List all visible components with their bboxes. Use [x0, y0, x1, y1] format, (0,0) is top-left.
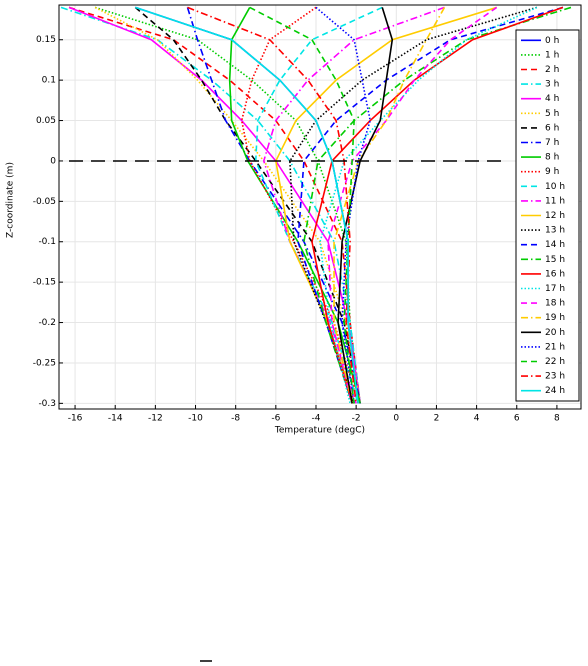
series-line — [134, 6, 361, 404]
series-line — [187, 6, 357, 404]
x-tick-label: 2 — [434, 414, 440, 424]
legend-label: 12 h — [545, 211, 565, 221]
y-tick-label: 0 — [50, 156, 56, 166]
legend-label: 19 h — [545, 313, 565, 323]
legend-label: 15 h — [545, 255, 565, 265]
series-line — [94, 6, 359, 404]
legend-label: 10 h — [545, 182, 565, 192]
series-line — [303, 6, 572, 404]
series-line — [254, 6, 383, 404]
legend-label: 17 h — [545, 284, 565, 294]
y-tick-label: -0.3 — [38, 399, 56, 409]
legend-label: 5 h — [545, 109, 559, 119]
x-tick-label: 0 — [393, 414, 399, 424]
legend-label: 7 h — [545, 138, 559, 148]
x-tick-label: -10 — [188, 414, 203, 424]
series-line — [333, 7, 446, 404]
series-line — [186, 7, 361, 404]
legend-label: 22 h — [545, 357, 565, 367]
x-tick-label: 4 — [474, 414, 480, 424]
x-tick-label: -16 — [68, 414, 83, 424]
legend-label: 14 h — [545, 240, 565, 250]
legend-label: 1 h — [545, 50, 559, 60]
x-axis-label: Temperature (degC) — [274, 426, 365, 436]
series-line — [249, 6, 355, 404]
series-line — [289, 6, 538, 404]
legend-label: 4 h — [545, 94, 559, 104]
y-tick-label: 0.1 — [42, 76, 56, 86]
legend-label: 3 h — [545, 80, 559, 90]
series-line — [319, 6, 538, 404]
series-line — [297, 6, 564, 404]
legend-label: 18 h — [545, 299, 565, 309]
series-line — [274, 6, 497, 404]
legend-label: 0 h — [545, 36, 559, 46]
y-axis-label: Z-coordinate (m) — [6, 162, 16, 238]
x-tick-label: -8 — [231, 414, 240, 424]
series-line — [68, 6, 361, 404]
x-tick-label: -12 — [148, 414, 163, 424]
x-tick-label: 6 — [514, 414, 520, 424]
series-line — [327, 6, 498, 404]
series-line — [135, 6, 359, 404]
series-line — [337, 7, 394, 404]
y-tick-label: -0.15 — [33, 278, 56, 288]
series-line — [315, 6, 372, 404]
y-tick-label: 0.05 — [36, 116, 56, 126]
y-tick-label: 0.15 — [36, 35, 56, 45]
series-line — [68, 6, 361, 404]
legend-label: 20 h — [545, 328, 565, 338]
series-line — [311, 6, 564, 404]
y-tick-label: -0.25 — [33, 358, 56, 368]
legend-label: 24 h — [545, 386, 565, 396]
legend-label: 13 h — [545, 226, 565, 236]
y-tick-label: -0.1 — [38, 237, 56, 247]
series-line — [240, 6, 359, 404]
series-line — [135, 6, 359, 404]
legend-label: 2 h — [545, 65, 559, 75]
legend-label: 6 h — [545, 123, 559, 133]
x-tick-label: 8 — [554, 414, 560, 424]
x-tick-label: -6 — [271, 414, 280, 424]
x-tick-label: -2 — [352, 414, 361, 424]
plot-frame — [58, 4, 582, 410]
x-tick-label: -14 — [108, 414, 123, 424]
x-tick-label: -4 — [311, 414, 320, 424]
legend-label: 23 h — [545, 372, 565, 382]
y-tick-label: -0.05 — [33, 197, 56, 207]
series-line — [262, 6, 445, 404]
legend-label: 21 h — [545, 342, 565, 352]
y-tick-label: -0.2 — [38, 318, 56, 328]
legend-label: 8 h — [545, 153, 559, 163]
legend-label: 9 h — [545, 167, 559, 177]
legend-label: 11 h — [545, 196, 565, 206]
series-line — [60, 6, 361, 404]
legend-label: 16 h — [545, 269, 565, 279]
